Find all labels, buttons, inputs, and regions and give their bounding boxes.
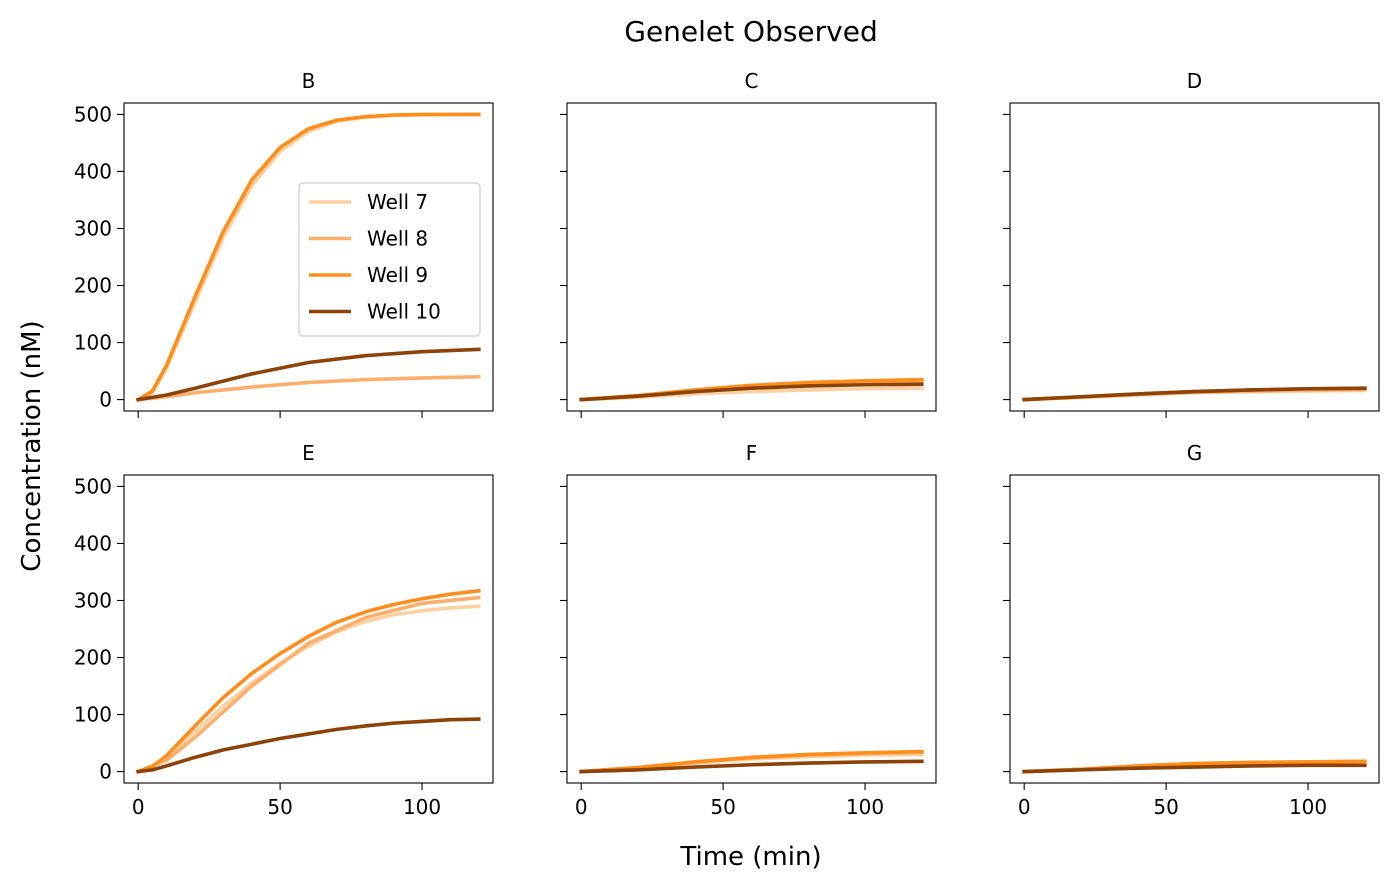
y-tick-label: 200	[74, 646, 112, 670]
subplot-title-f: F	[746, 441, 758, 465]
y-tick-label: 100	[74, 703, 112, 727]
x-tick-label: 100	[846, 795, 884, 819]
x-axis-label: Time (min)	[679, 842, 821, 872]
legend-label: Well 7	[367, 190, 428, 214]
series-line-well-9	[135, 112, 481, 403]
series-group-g	[1022, 759, 1367, 774]
x-tick-label: 0	[132, 795, 145, 819]
subplot-title-c: C	[745, 69, 759, 93]
y-axis-label: Concentration (nM)	[17, 320, 47, 571]
y-tick-label: 200	[74, 274, 112, 298]
subplot-f: F 0 50 100	[560, 441, 937, 819]
subplot-g: G 0 50 100	[1003, 441, 1380, 819]
x-tick-label: 50	[710, 795, 735, 819]
series-line-well-7	[135, 604, 481, 774]
series-group-f	[579, 749, 924, 774]
axes-frame-f	[566, 474, 937, 784]
legend: Well 7 Well 8 Well 9 Well 10	[298, 182, 481, 337]
series-line-well-10	[136, 717, 481, 774]
subplot-c: C	[560, 69, 937, 418]
series-line-well-10	[1022, 386, 1367, 402]
series-line-well-8	[136, 374, 481, 402]
y-tick-label: 300	[74, 216, 112, 240]
series-line-well-10	[579, 382, 924, 402]
series-group-b	[135, 112, 481, 403]
subplot-title-e: E	[302, 441, 315, 465]
y-tick-label: 500	[74, 474, 112, 498]
subplot-d: D	[1003, 69, 1380, 418]
x-tick-label: 0	[575, 795, 588, 819]
y-tick-label: 0	[99, 388, 112, 412]
y-tick-label: 400	[74, 531, 112, 555]
figure-title: Genelet Observed	[624, 15, 878, 48]
series-line-well-9	[579, 749, 924, 774]
legend-label: Well 8	[367, 227, 428, 251]
x-tick-label: 100	[1289, 795, 1327, 819]
y-tick-label: 400	[74, 159, 112, 183]
y-tick-label: 500	[74, 102, 112, 126]
series-group-d	[1022, 386, 1367, 402]
y-tick-label: 0	[99, 760, 112, 784]
legend-frame	[298, 182, 481, 337]
series-line-well-10	[1022, 763, 1367, 774]
series-line-well-8	[135, 595, 481, 774]
axes-frame-g	[1009, 474, 1380, 784]
x-tick-label: 0	[1018, 795, 1031, 819]
legend-label: Well 9	[367, 263, 428, 287]
subplot-e: E 0 100 200 300 400 500 0 50 100	[74, 441, 494, 819]
series-line-well-9	[135, 588, 481, 774]
series-line-well-10	[579, 759, 924, 774]
y-tick-label: 300	[74, 588, 112, 612]
x-tick-label: 50	[267, 795, 292, 819]
y-tick-label: 100	[74, 331, 112, 355]
series-group-c	[579, 377, 924, 402]
x-tick-label: 100	[403, 795, 441, 819]
axes-frame-b	[123, 102, 494, 412]
series-group-e	[135, 588, 481, 774]
subplot-title-g: G	[1187, 441, 1203, 465]
axes-frame-c	[566, 102, 937, 412]
subplot-title-d: D	[1187, 69, 1202, 93]
axes-frame-d	[1009, 102, 1380, 412]
x-tick-label: 50	[1153, 795, 1178, 819]
axes-frame-e	[123, 474, 494, 784]
subplot-title-b: B	[302, 69, 316, 93]
series-line-well-10	[136, 347, 481, 402]
legend-label: Well 10	[367, 300, 441, 324]
